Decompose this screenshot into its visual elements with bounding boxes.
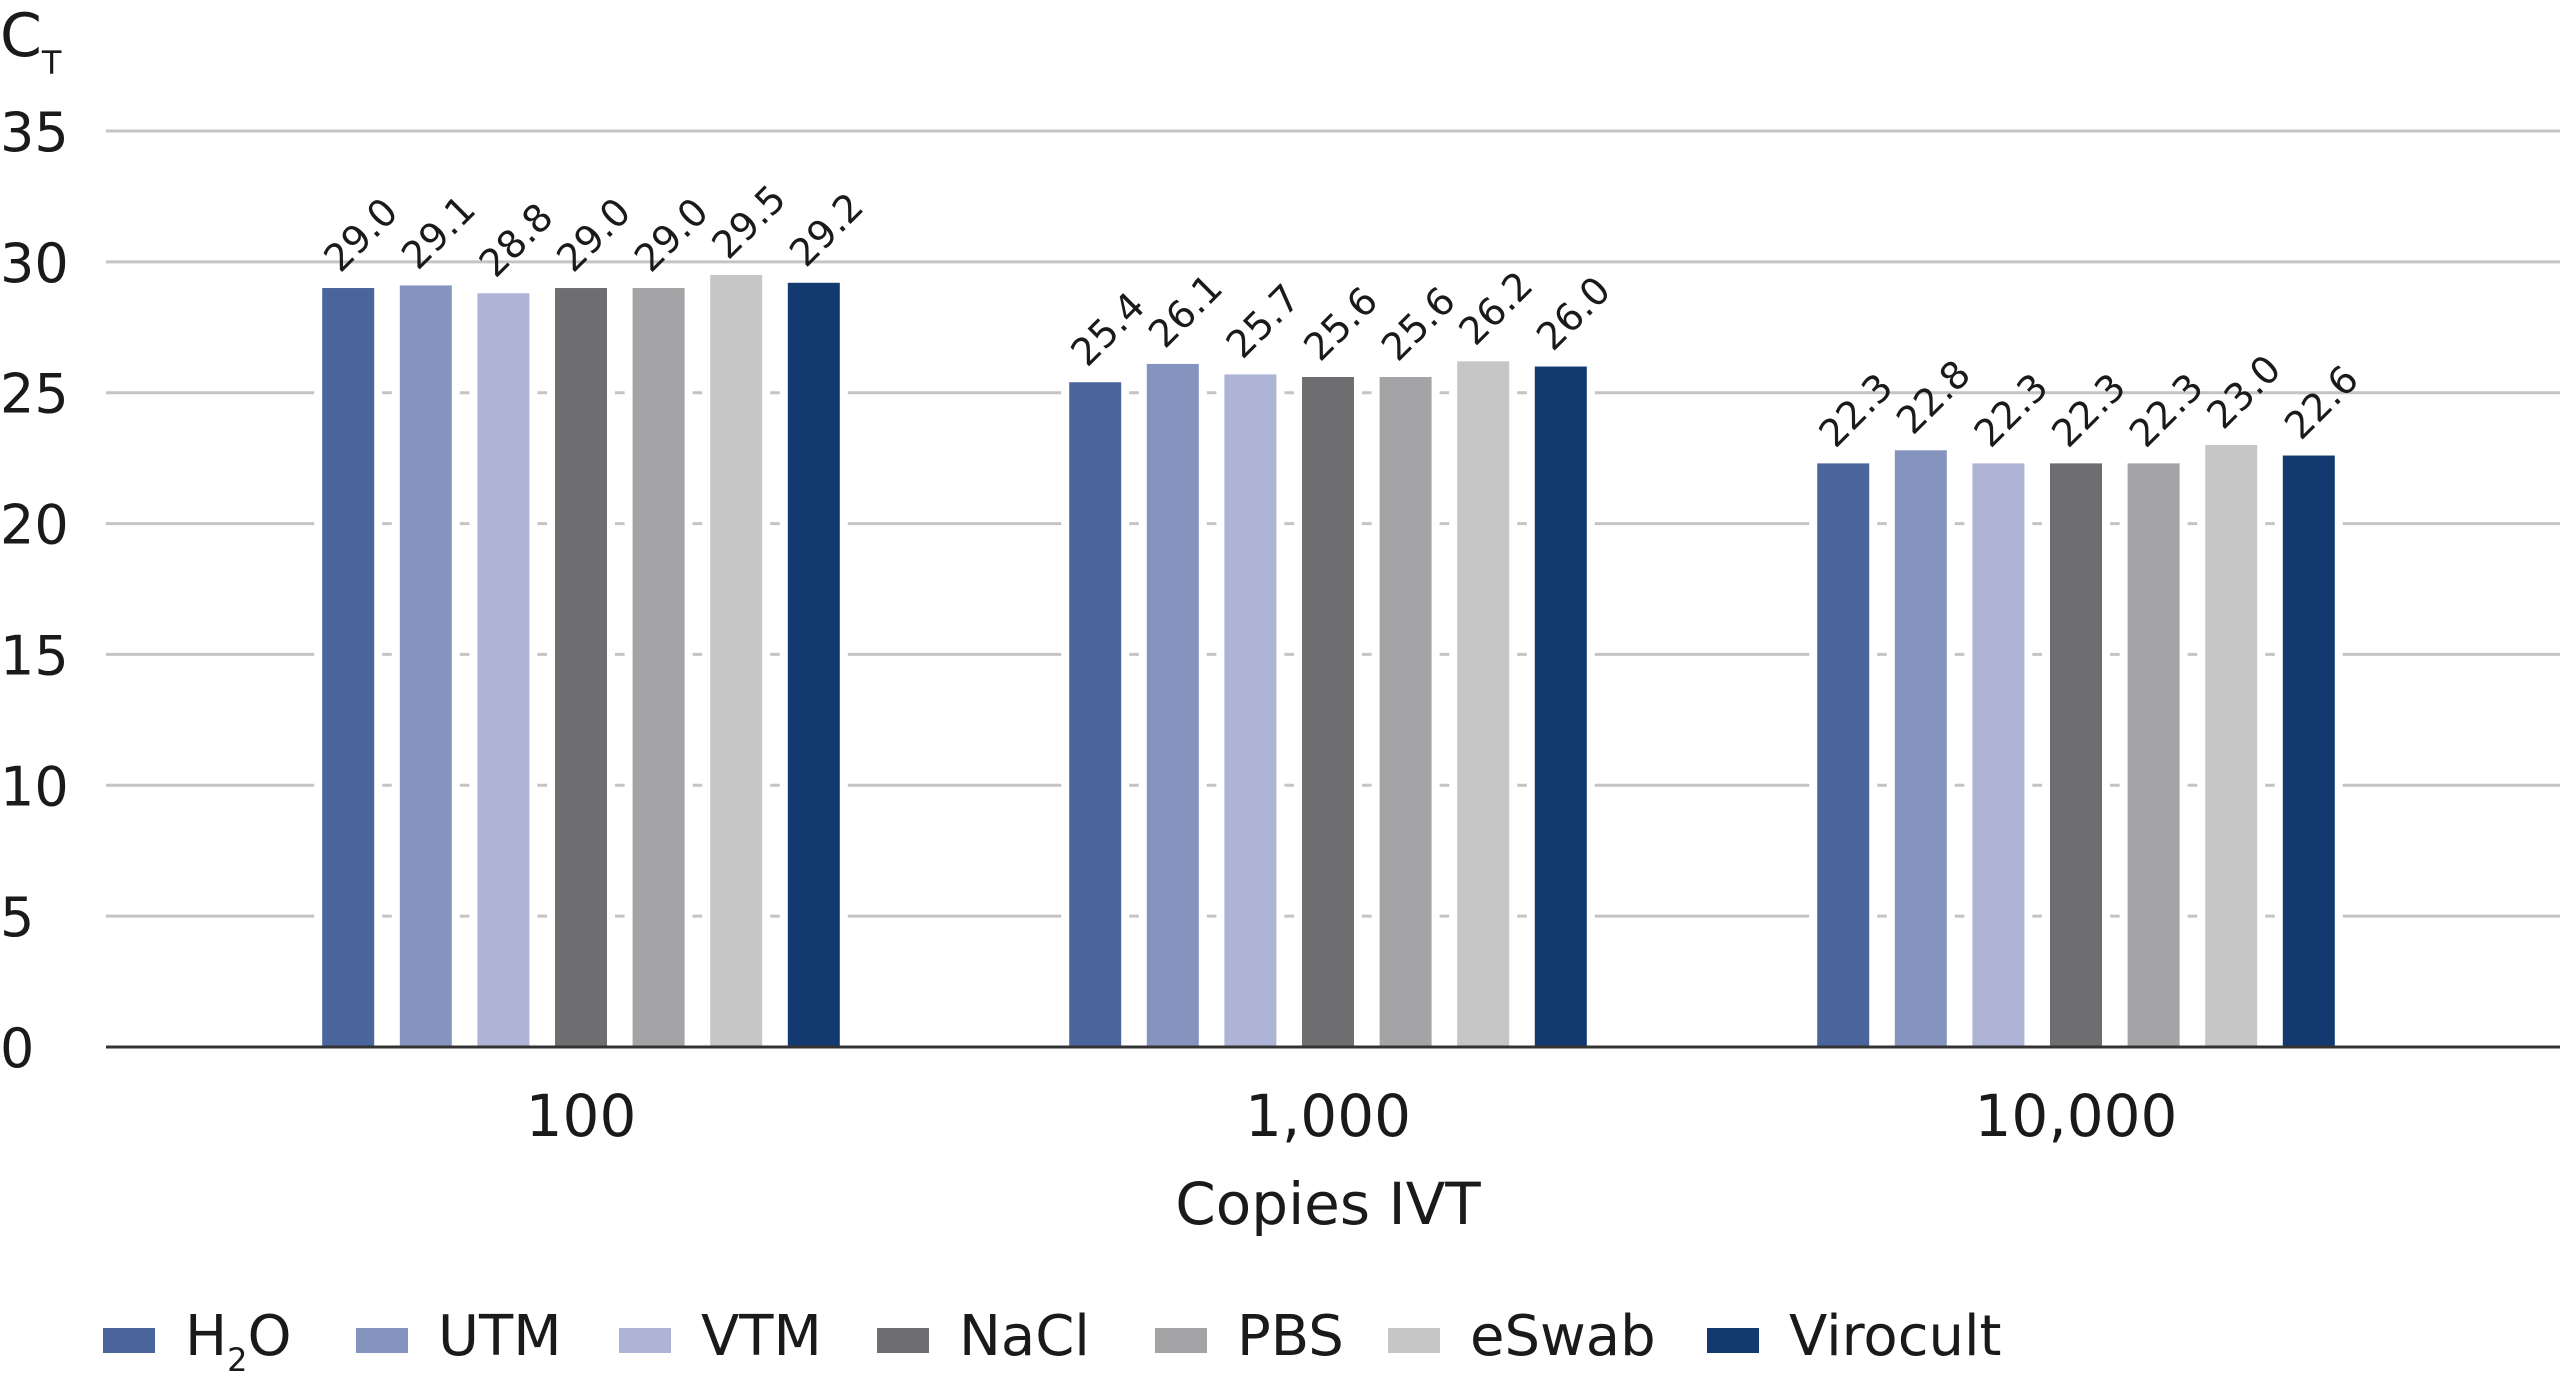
bar xyxy=(399,285,452,1047)
legend-label: Virocult xyxy=(1789,1304,2002,1369)
legend-item: PBS xyxy=(1155,1304,1344,1369)
category-label: 10,000 xyxy=(1975,1082,2178,1150)
legend-label: PBS xyxy=(1237,1304,1344,1369)
data-label: 22.3 xyxy=(1966,365,2057,456)
bar xyxy=(1817,463,1870,1047)
data-label: 22.8 xyxy=(1888,352,1979,443)
data-label: 26.0 xyxy=(1528,268,1619,359)
data-label: 22.3 xyxy=(2121,365,2212,456)
data-label: 29.5 xyxy=(703,176,794,267)
bar xyxy=(1379,377,1432,1047)
legend-item: H2O xyxy=(103,1304,292,1379)
legend: H2O UTM VTM NaCl PBS eSwab Virocult xyxy=(103,1304,2002,1379)
y-tick-label: 10 xyxy=(0,755,69,818)
data-label: 29.0 xyxy=(548,189,639,280)
legend-item: NaCl xyxy=(877,1304,1090,1369)
bar xyxy=(1146,363,1199,1047)
data-label: 29.1 xyxy=(393,187,484,278)
bar xyxy=(2127,463,2180,1047)
data-label: 26.1 xyxy=(1140,265,1231,356)
legend-swatch xyxy=(877,1328,929,1353)
bar xyxy=(2282,455,2335,1047)
data-label: 22.6 xyxy=(2276,357,2367,448)
bar xyxy=(1069,382,1122,1047)
category-label: 100 xyxy=(526,1082,637,1150)
bar xyxy=(1894,450,1947,1047)
bar xyxy=(2050,463,2102,1047)
data-label: 28.8 xyxy=(471,195,562,286)
y-tick-label: 15 xyxy=(0,624,69,687)
bar xyxy=(2205,445,2258,1047)
x-tick-labels: 100 1,000 10,000 xyxy=(526,1082,2178,1150)
bar xyxy=(1457,361,1510,1047)
legend-swatch xyxy=(1707,1328,1759,1353)
data-label: 25.7 xyxy=(1218,276,1309,367)
y-axis-title: CT xyxy=(0,1,62,82)
legend-label: NaCl xyxy=(959,1304,1090,1369)
y-tick-label: 35 xyxy=(0,101,69,164)
bar xyxy=(787,282,840,1047)
category-label: 1,000 xyxy=(1245,1082,1411,1150)
data-label: 25.6 xyxy=(1373,278,1464,369)
y-tick-label: 25 xyxy=(0,363,69,426)
legend-item: VTM xyxy=(619,1304,822,1369)
bar xyxy=(322,288,375,1047)
y-tick-label: 30 xyxy=(0,232,69,295)
y-tick-label: 5 xyxy=(0,886,34,949)
y-tick-label: 20 xyxy=(0,494,69,557)
x-axis-title: Copies IVT xyxy=(1175,1170,1481,1238)
legend-swatch xyxy=(356,1328,408,1353)
bar xyxy=(1972,463,2025,1047)
legend-swatch xyxy=(619,1328,671,1353)
legend-swatch xyxy=(103,1328,155,1353)
data-label: 29.0 xyxy=(315,189,406,280)
legend-swatch xyxy=(1155,1328,1207,1353)
bar xyxy=(477,293,530,1048)
data-label: 25.6 xyxy=(1295,278,1386,369)
bar xyxy=(1534,366,1587,1047)
bar xyxy=(1302,377,1354,1047)
legend-label: H2O xyxy=(185,1304,292,1379)
legend-label: UTM xyxy=(438,1304,562,1369)
legend-item: eSwab xyxy=(1388,1304,1656,1369)
legend-label: eSwab xyxy=(1470,1304,1656,1369)
bar xyxy=(710,274,763,1047)
data-label: 25.4 xyxy=(1062,284,1153,375)
y-tick-labels: 0 5 10 15 20 25 30 35 xyxy=(0,101,69,1080)
legend-swatch xyxy=(1388,1328,1440,1353)
bar xyxy=(632,288,685,1047)
data-label: 22.3 xyxy=(2043,365,2134,456)
data-label: 26.2 xyxy=(1450,263,1541,354)
y-tick-label: 0 xyxy=(0,1017,34,1080)
legend-item: UTM xyxy=(356,1304,562,1369)
data-label: 22.3 xyxy=(1810,365,1901,456)
data-label: 29.0 xyxy=(626,189,717,280)
legend-label: VTM xyxy=(701,1304,822,1369)
bar xyxy=(555,288,607,1047)
legend-item: Virocult xyxy=(1707,1304,2002,1369)
bar xyxy=(1224,374,1277,1047)
